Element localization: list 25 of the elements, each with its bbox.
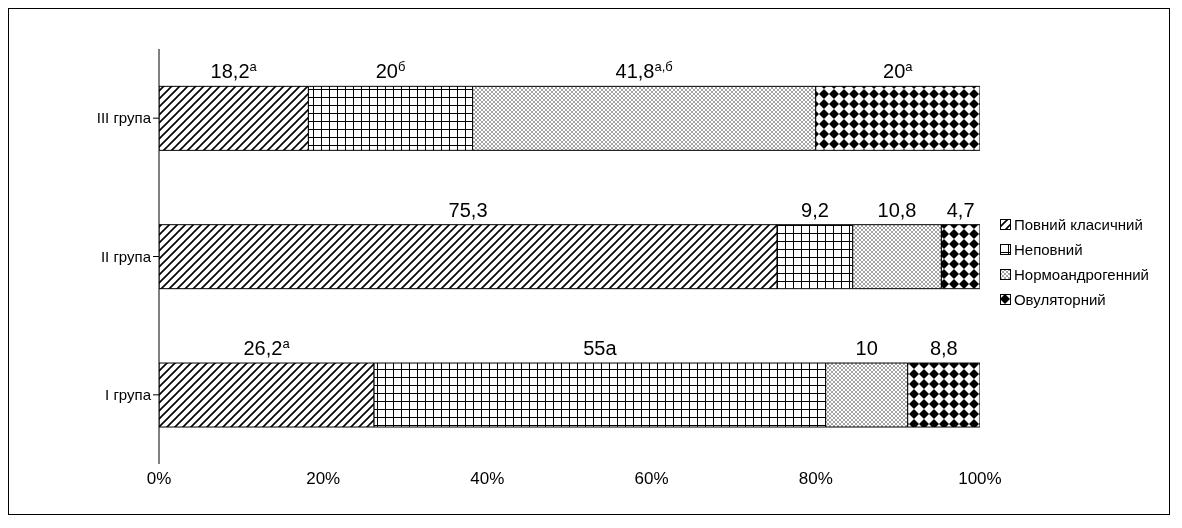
data-label: 10 <box>855 337 878 360</box>
y-tick-label: I група <box>105 386 152 404</box>
data-label: 20$^{б}$ <box>375 58 406 83</box>
data-label: 75,3 <box>448 198 488 221</box>
legend-label: Повний класичний <box>1013 215 1143 233</box>
x-tick-label: 60% <box>634 469 669 489</box>
x-tick-label: 0% <box>146 469 172 489</box>
data-label: 41,8$^{а,б}$ <box>615 58 673 83</box>
legend-label: Овуляторний <box>1013 290 1106 308</box>
x-tick-label: 100% <box>958 469 1002 489</box>
legend-label: Нормоандрогенний <box>1013 265 1149 283</box>
data-label: 10,8 <box>877 198 917 221</box>
data-label: 18,2$^{а}$ <box>210 58 258 83</box>
legend-label: Неповний <box>1013 240 1083 258</box>
x-tick-label: 20% <box>306 469 341 489</box>
data-label: 26,2$^{а}$ <box>243 335 291 360</box>
y-tick-label: II група <box>100 247 152 265</box>
y-tick-label: III група <box>96 109 152 127</box>
data-label: 9,2 <box>801 198 829 221</box>
data-label: 55а <box>583 337 618 360</box>
data-label: 20$^{а}$ <box>883 58 914 83</box>
x-tick-label: 40% <box>470 469 505 489</box>
x-tick-label: 80% <box>798 469 833 489</box>
data-label: 8,8 <box>929 337 958 360</box>
data-label: 4,7 <box>946 198 975 221</box>
